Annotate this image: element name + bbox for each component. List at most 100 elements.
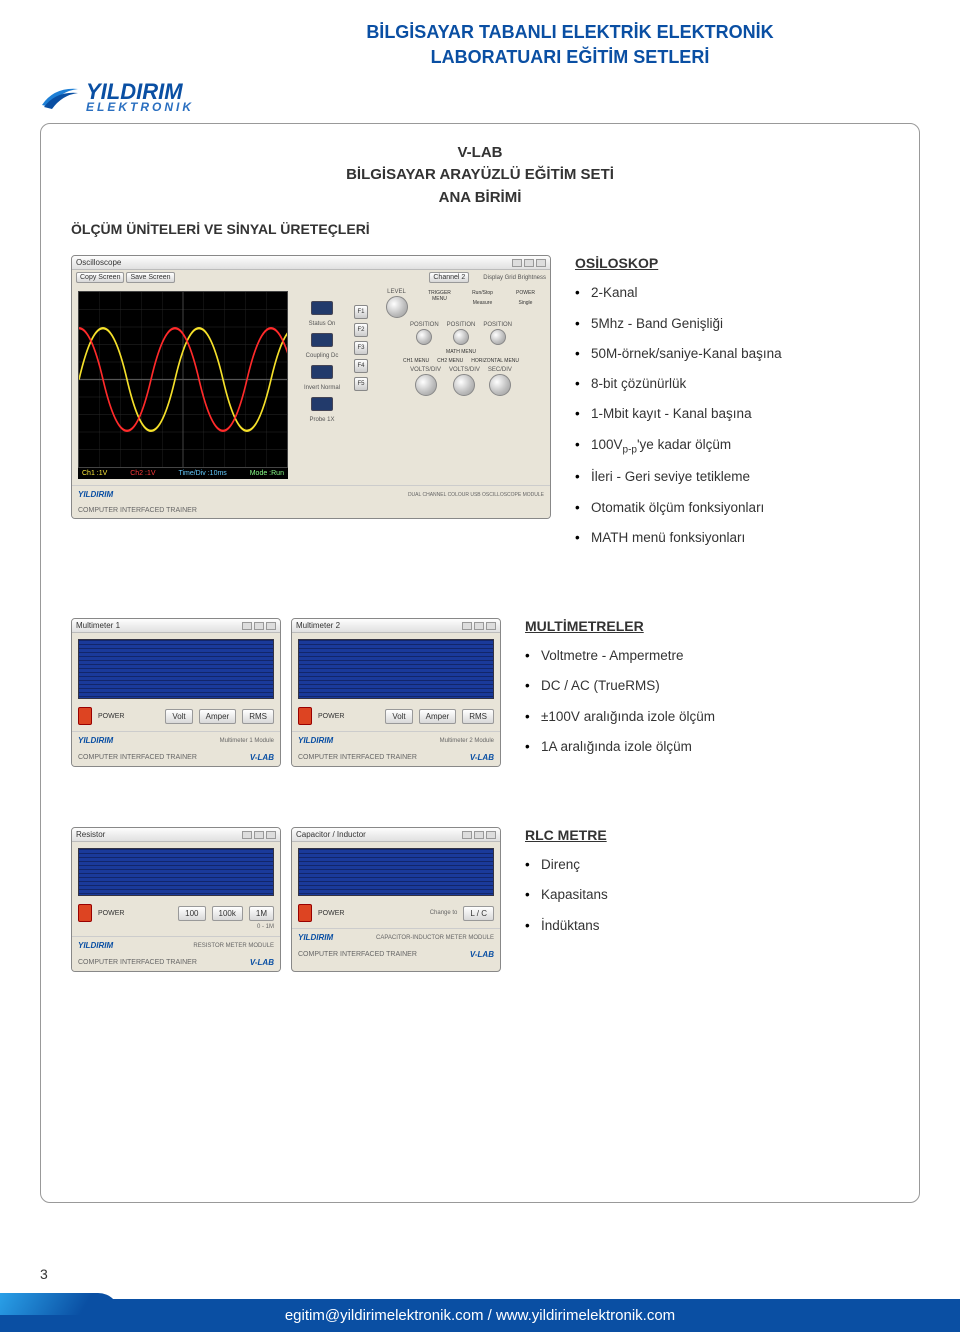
cap-window-controls[interactable]: [462, 831, 496, 839]
res-footer-logo: YILDIRIM: [78, 941, 113, 950]
res-window-controls[interactable]: [242, 831, 276, 839]
header-line2: LABORATUARI EĞİTİM SETLERİ: [431, 47, 710, 67]
mm2-footer-label: COMPUTER INTERFACED TRAINER: [298, 754, 417, 761]
osc-save-button[interactable]: Save Screen: [126, 272, 174, 283]
osc-copy-button[interactable]: Copy Screen: [76, 272, 124, 283]
osc-label-probe: Probe 1X: [309, 417, 334, 423]
main-title-3: ANA BİRİMİ: [439, 189, 522, 206]
osc-f3-button[interactable]: F3: [354, 341, 368, 355]
rlc-bullets: DirençKapasitansİndüktans: [525, 855, 889, 936]
mm1-window-controls[interactable]: [242, 622, 276, 630]
osc-math-button[interactable]: MATH MENU: [446, 349, 476, 355]
mm1-footer-logo: YILDIRIM: [78, 736, 113, 745]
osc-run-button[interactable]: Run/Stop: [464, 289, 501, 297]
mm1-footer2: COMPUTER INTERFACED TRAINER V-LAB: [72, 749, 280, 766]
osc-horiz-button[interactable]: HORIZONTAL MENU: [471, 358, 519, 364]
osc-footer-logo: YILDIRIM: [78, 490, 113, 499]
list-item: Otomatik ölçüm fonksiyonları: [575, 498, 889, 518]
list-item: 2-Kanal: [575, 283, 889, 303]
osc-f4-button[interactable]: F4: [354, 359, 368, 373]
osc-trigger-button[interactable]: TRIGGER MENU: [421, 289, 458, 303]
osc-footer-label: COMPUTER INTERFACED TRAINER: [78, 507, 197, 514]
res-btn-100k[interactable]: 100k: [212, 906, 243, 921]
cap-footer2: COMPUTER INTERFACED TRAINER V-LAB: [292, 946, 500, 963]
osc-knob-level[interactable]: [386, 296, 408, 318]
osc-indicator-status: [311, 301, 333, 315]
list-item: Kapasitans: [525, 885, 889, 905]
res-footer2: COMPUTER INTERFACED TRAINER V-LAB: [72, 954, 280, 971]
mm2-window-title: Multimeter 2: [296, 621, 340, 630]
osc-f2-button[interactable]: F2: [354, 323, 368, 337]
osc-label-pos3: POSITION: [483, 322, 512, 328]
main-title-2: BİLGİSAYAR ARAYÜZLÜ EĞİTİM SETİ: [346, 166, 614, 183]
osc-brightness-label: Display Grid Brightness: [483, 275, 546, 281]
mm1-footer-module: Multimeter 1 Module: [220, 738, 274, 744]
osc-toolbar: Copy Screen Save Screen Channel 2 Displa…: [72, 270, 550, 285]
mm2-volt-button[interactable]: Volt: [385, 709, 412, 724]
osc-knob-pos1[interactable]: [416, 329, 432, 345]
osc-channel-button[interactable]: Channel 2: [429, 272, 469, 283]
oscilloscope-window: Oscilloscope Copy Screen Save Screen Cha…: [71, 255, 551, 519]
cap-power-button[interactable]: [298, 904, 312, 922]
osc-waveform: [79, 292, 287, 467]
osc-left-panel: Status On Coupling Dc Invert Normal Prob…: [294, 285, 350, 485]
rlc-heading: RLC METRE: [525, 827, 889, 843]
main-title: V-LAB BİLGİSAYAR ARAYÜZLÜ EĞİTİM SETİ AN…: [71, 142, 889, 210]
osc-label-pos1: POSITION: [410, 322, 439, 328]
osc-window-controls[interactable]: [512, 259, 546, 267]
osc-label-sdiv: SEC/DIV: [488, 367, 512, 373]
section-subtitle: ÖLÇÜM ÜNİTELERİ VE SİNYAL ÜRETEÇLERİ: [71, 221, 889, 237]
osc-knob-sdiv[interactable]: [489, 374, 511, 396]
osc-ch1-button[interactable]: CH1 MENU: [403, 358, 429, 364]
mm1-vlab: V-LAB: [250, 753, 274, 762]
mm-heading: MULTİMETRELER: [525, 618, 889, 634]
mm1-footer-label: COMPUTER INTERFACED TRAINER: [78, 754, 197, 761]
cap-footer: YILDIRIM CAPACITOR-INDUCTOR METER MODULE: [292, 928, 500, 946]
list-item: 100Vp-p'ye kadar ölçüm: [575, 435, 889, 458]
res-btn-1m[interactable]: 1M: [249, 906, 274, 921]
osc-knob-pos2[interactable]: [453, 329, 469, 345]
oscilloscope-block: Oscilloscope Copy Screen Save Screen Cha…: [71, 255, 889, 558]
res-btn-100[interactable]: 100: [178, 906, 205, 921]
cap-lc-button[interactable]: L / C: [463, 906, 494, 921]
mm2-rms-button[interactable]: RMS: [462, 709, 494, 724]
osc-knob-vdiv1[interactable]: [415, 374, 437, 396]
osc-status-bar: Ch1 :1V Ch2 :1V Time/Div :10ms Mode :Run: [78, 468, 288, 479]
brand-logo: YILDIRIM ELEKTRONIK: [40, 82, 194, 113]
cap-footer-module: CAPACITOR-INDUCTOR METER MODULE: [376, 935, 494, 941]
mm2-power-button[interactable]: [298, 707, 312, 725]
osc-footer-module: DUAL CHANNEL COLOUR USB OSCILLOSCOPE MOD…: [408, 492, 544, 498]
logo-swoosh-icon: [40, 83, 80, 113]
list-item: İleri - Geri seviye tetikleme: [575, 467, 889, 487]
cap-footer-label: COMPUTER INTERFACED TRAINER: [298, 951, 417, 958]
list-item: 50M-örnek/saniye-Kanal başına: [575, 344, 889, 364]
osc-knob-pos3[interactable]: [490, 329, 506, 345]
logo-text: YILDIRIM ELEKTRONIK: [86, 82, 194, 113]
mm1-screen: [78, 639, 274, 699]
osc-heading: OSİLOSKOP: [575, 255, 889, 271]
osc-knob-vdiv2[interactable]: [453, 374, 475, 396]
osc-power-button[interactable]: POWER: [507, 289, 544, 297]
mm2-window-controls[interactable]: [462, 622, 496, 630]
osc-measure-button[interactable]: Measure: [464, 299, 501, 307]
mm1-amper-button[interactable]: Amper: [199, 709, 237, 724]
osc-single-button[interactable]: Single: [507, 299, 544, 307]
res-power-button[interactable]: [78, 904, 92, 922]
osc-f5-button[interactable]: F5: [354, 377, 368, 391]
mm2-amper-button[interactable]: Amper: [419, 709, 457, 724]
mm1-rms-button[interactable]: RMS: [242, 709, 274, 724]
mm-bullets: Voltmetre - AmpermetreDC / AC (TrueRMS)±…: [525, 646, 889, 757]
multimeter-block: Multimeter 1 POWER Volt Amper RMS: [71, 618, 889, 767]
res-power-label: POWER: [98, 910, 124, 917]
res-footer-module: RESISTOR METER MODULE: [193, 943, 274, 949]
osc-window-title: Oscilloscope: [76, 258, 121, 267]
mm2-vlab: V-LAB: [470, 753, 494, 762]
mm1-power-button[interactable]: [78, 707, 92, 725]
osc-ch2-button[interactable]: CH2 MENU: [437, 358, 463, 364]
mm1-volt-button[interactable]: Volt: [165, 709, 192, 724]
osc-f1-button[interactable]: F1: [354, 305, 368, 319]
mm2-footer: YILDIRIM Multimeter 2 Module: [292, 731, 500, 749]
multimeter1-window: Multimeter 1 POWER Volt Amper RMS: [71, 618, 281, 767]
mm1-power-label: POWER: [98, 713, 124, 720]
osc-label-vdiv2: VOLTS/DIV: [449, 367, 480, 373]
